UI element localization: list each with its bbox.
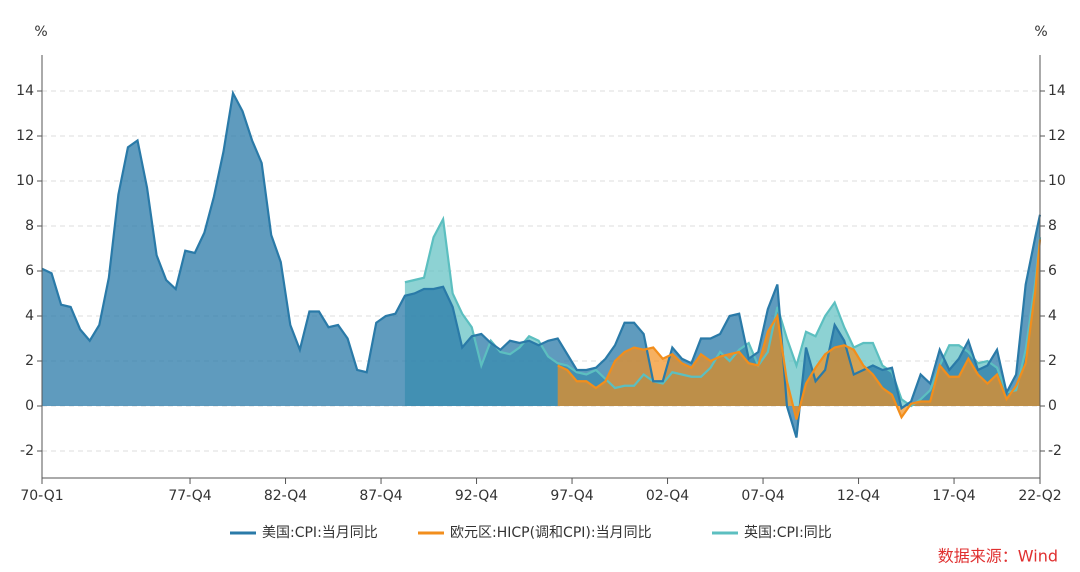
y2-tick-label: 2 — [1048, 353, 1057, 369]
x-tick-label: 02-Q4 — [646, 488, 689, 504]
y-tick-label: -2 — [20, 443, 34, 459]
y-tick-label: 6 — [25, 263, 34, 279]
area-fill — [42, 93, 1040, 438]
legend-label: 英国:CPI:同比 — [744, 524, 832, 541]
x-tick-label: 77-Q4 — [168, 488, 211, 504]
y2-tick-label: 12 — [1048, 128, 1066, 144]
legend-label: 欧元区:HICP(调和CPI):当月同比 — [450, 525, 652, 541]
legend-label: 美国:CPI:当月同比 — [262, 525, 378, 541]
x-tick-label: 12-Q4 — [837, 488, 880, 504]
y-tick-label: 10 — [16, 173, 34, 189]
y2-tick-label: 14 — [1048, 83, 1066, 99]
y2-tick-label: 10 — [1048, 173, 1066, 189]
y-tick-label: 14 — [16, 83, 34, 99]
y-tick-label: 4 — [25, 308, 34, 324]
x-tick-label: 82-Q4 — [264, 488, 307, 504]
source-note: 数据来源：Wind — [938, 547, 1058, 566]
series-line — [557, 239, 1042, 420]
y2-axis-label: % — [1034, 24, 1047, 40]
y-tick-label: 8 — [25, 218, 34, 234]
y2-tick-label: -2 — [1048, 443, 1062, 459]
x-tick-label: 07-Q4 — [741, 488, 784, 504]
x-tick-label: 92-Q4 — [455, 488, 498, 504]
y2-tick-label: 6 — [1048, 263, 1057, 279]
x-tick-label: 97-Q4 — [550, 488, 593, 504]
y-tick-label: 12 — [16, 128, 34, 144]
series-line — [41, 89, 1042, 438]
x-tick-label: 70-Q1 — [20, 488, 63, 504]
x-tick-label: 87-Q4 — [359, 488, 402, 504]
y2-tick-label: 8 — [1048, 218, 1057, 234]
y2-tick-label: 0 — [1048, 398, 1057, 414]
y-tick-label: 2 — [25, 353, 34, 369]
y-tick-label: 0 — [25, 398, 34, 414]
y2-tick-label: 4 — [1048, 308, 1057, 324]
x-tick-label: 17-Q4 — [932, 488, 975, 504]
y-axis-label: % — [34, 24, 47, 40]
x-tick-label: 22-Q2 — [1018, 488, 1061, 504]
